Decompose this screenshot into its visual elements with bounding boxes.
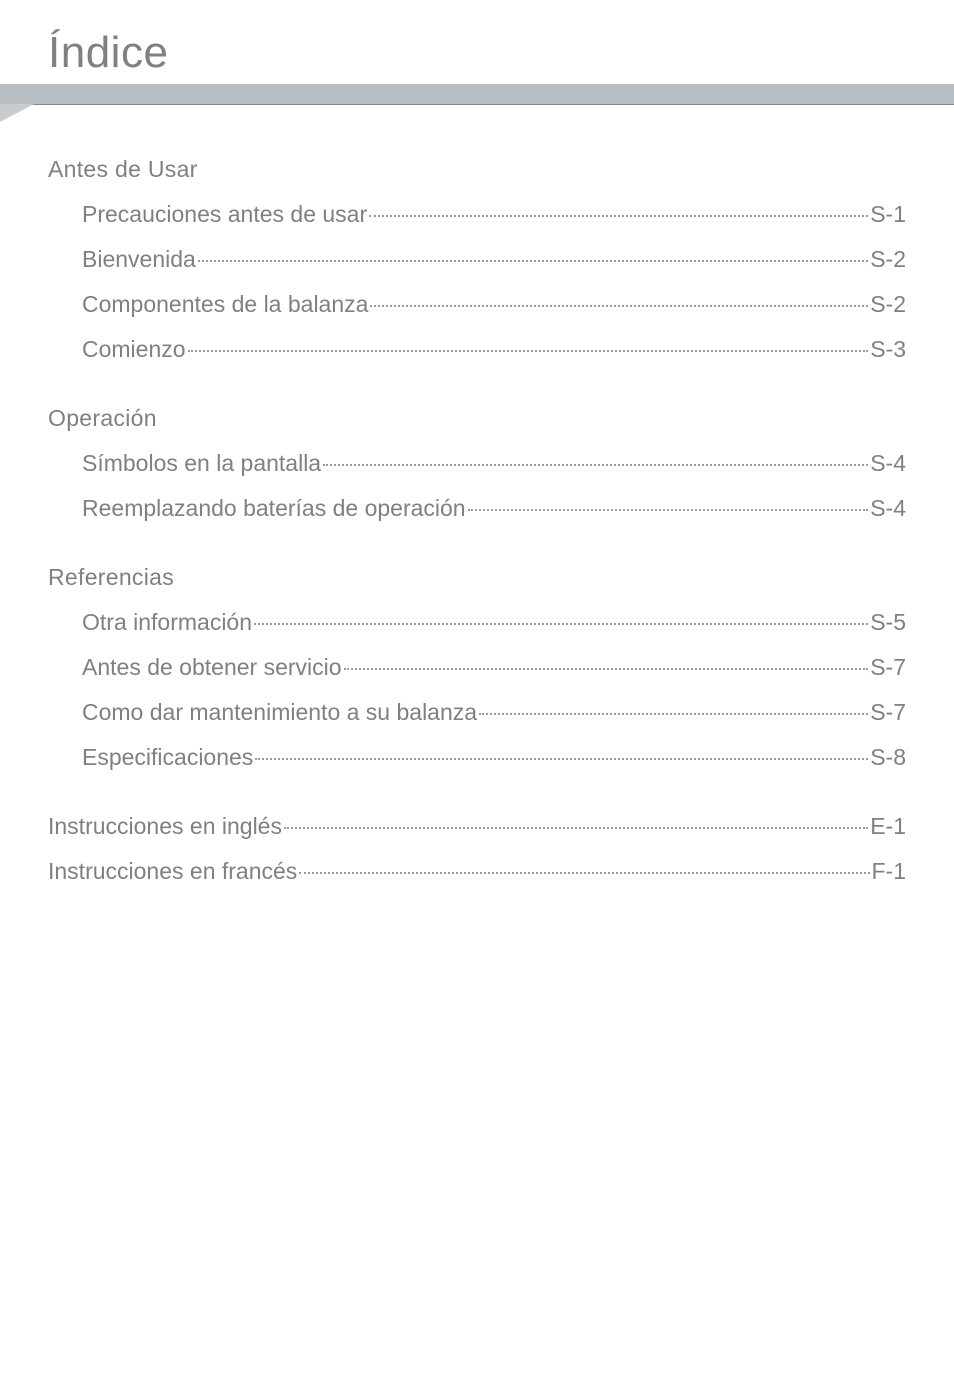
toc-label: Especificaciones bbox=[82, 744, 253, 771]
toc-item: Otra información S-5 bbox=[48, 609, 906, 636]
toc-page: S-5 bbox=[870, 609, 906, 636]
toc-item: Especificaciones S-8 bbox=[48, 744, 906, 771]
divider-wedge bbox=[0, 104, 34, 122]
toc-leader bbox=[255, 758, 868, 760]
toc-page: S-4 bbox=[870, 495, 906, 522]
toc-leader bbox=[369, 215, 868, 217]
toc-label: Precauciones antes de usar bbox=[82, 201, 367, 228]
toc-item: Símbolos en la pantalla S-4 bbox=[48, 450, 906, 477]
toc-label: Como dar mantenimiento a su balanza bbox=[82, 699, 477, 726]
toc-leader bbox=[323, 464, 868, 466]
toc-page: S-8 bbox=[870, 744, 906, 771]
toc-list: Símbolos en la pantalla S-4 Reemplazando… bbox=[48, 450, 906, 522]
toc-section: Antes de Usar Precauciones antes de usar… bbox=[48, 156, 906, 363]
toc-page: S-7 bbox=[870, 654, 906, 681]
toc-label: Símbolos en la pantalla bbox=[82, 450, 321, 477]
toc-item: Precauciones antes de usar S-1 bbox=[48, 201, 906, 228]
toc-leader bbox=[344, 668, 869, 670]
toc-section: Operación Símbolos en la pantalla S-4 Re… bbox=[48, 405, 906, 522]
page-title: Índice bbox=[48, 28, 906, 78]
section-heading: Operación bbox=[48, 405, 906, 432]
divider-bar bbox=[0, 84, 954, 104]
toc-page: S-2 bbox=[870, 246, 906, 273]
toc-label: Reemplazando baterías de operación bbox=[82, 495, 466, 522]
toc-label: Instrucciones en francés bbox=[48, 858, 297, 885]
toc-label: Otra información bbox=[82, 609, 252, 636]
toc-leader bbox=[284, 827, 868, 829]
toc-leader bbox=[254, 623, 868, 625]
toc-item: Comienzo S-3 bbox=[48, 336, 906, 363]
toc-list: Otra información S-5 Antes de obtener se… bbox=[48, 609, 906, 771]
toc-section: Referencias Otra información S-5 Antes d… bbox=[48, 564, 906, 771]
toc-page: S-4 bbox=[870, 450, 906, 477]
table-of-contents: Antes de Usar Precauciones antes de usar… bbox=[48, 156, 906, 885]
section-heading: Antes de Usar bbox=[48, 156, 906, 183]
toc-page: S-1 bbox=[870, 201, 906, 228]
toc-leader bbox=[479, 713, 868, 715]
toc-item: Reemplazando baterías de operación S-4 bbox=[48, 495, 906, 522]
toc-leader bbox=[299, 872, 869, 874]
toc-page: S-2 bbox=[870, 291, 906, 318]
toc-page: S-7 bbox=[870, 699, 906, 726]
toc-label: Instrucciones en inglés bbox=[48, 813, 282, 840]
toc-item: Instrucciones en inglés E-1 bbox=[48, 813, 906, 840]
toc-item: Componentes de la balanza S-2 bbox=[48, 291, 906, 318]
toc-label: Componentes de la balanza bbox=[82, 291, 368, 318]
document-page: Índice Antes de Usar Precauciones antes … bbox=[0, 0, 954, 885]
toc-label: Comienzo bbox=[82, 336, 186, 363]
toc-page: E-1 bbox=[870, 813, 906, 840]
toc-item: Bienvenida S-2 bbox=[48, 246, 906, 273]
toc-page: S-3 bbox=[870, 336, 906, 363]
toc-item: Antes de obtener servicio S-7 bbox=[48, 654, 906, 681]
toc-item: Como dar mantenimiento a su balanza S-7 bbox=[48, 699, 906, 726]
toc-page: F-1 bbox=[872, 858, 907, 885]
toc-list: Precauciones antes de usar S-1 Bienvenid… bbox=[48, 201, 906, 363]
toc-leader bbox=[198, 260, 868, 262]
toc-leader bbox=[188, 350, 869, 352]
title-divider bbox=[0, 84, 954, 108]
toc-label: Bienvenida bbox=[82, 246, 196, 273]
toc-leader bbox=[370, 305, 868, 307]
toc-leader bbox=[468, 509, 869, 511]
toc-list-root: Instrucciones en inglés E-1 Instruccione… bbox=[48, 813, 906, 885]
section-heading: Referencias bbox=[48, 564, 906, 591]
toc-label: Antes de obtener servicio bbox=[82, 654, 342, 681]
toc-item: Instrucciones en francés F-1 bbox=[48, 858, 906, 885]
